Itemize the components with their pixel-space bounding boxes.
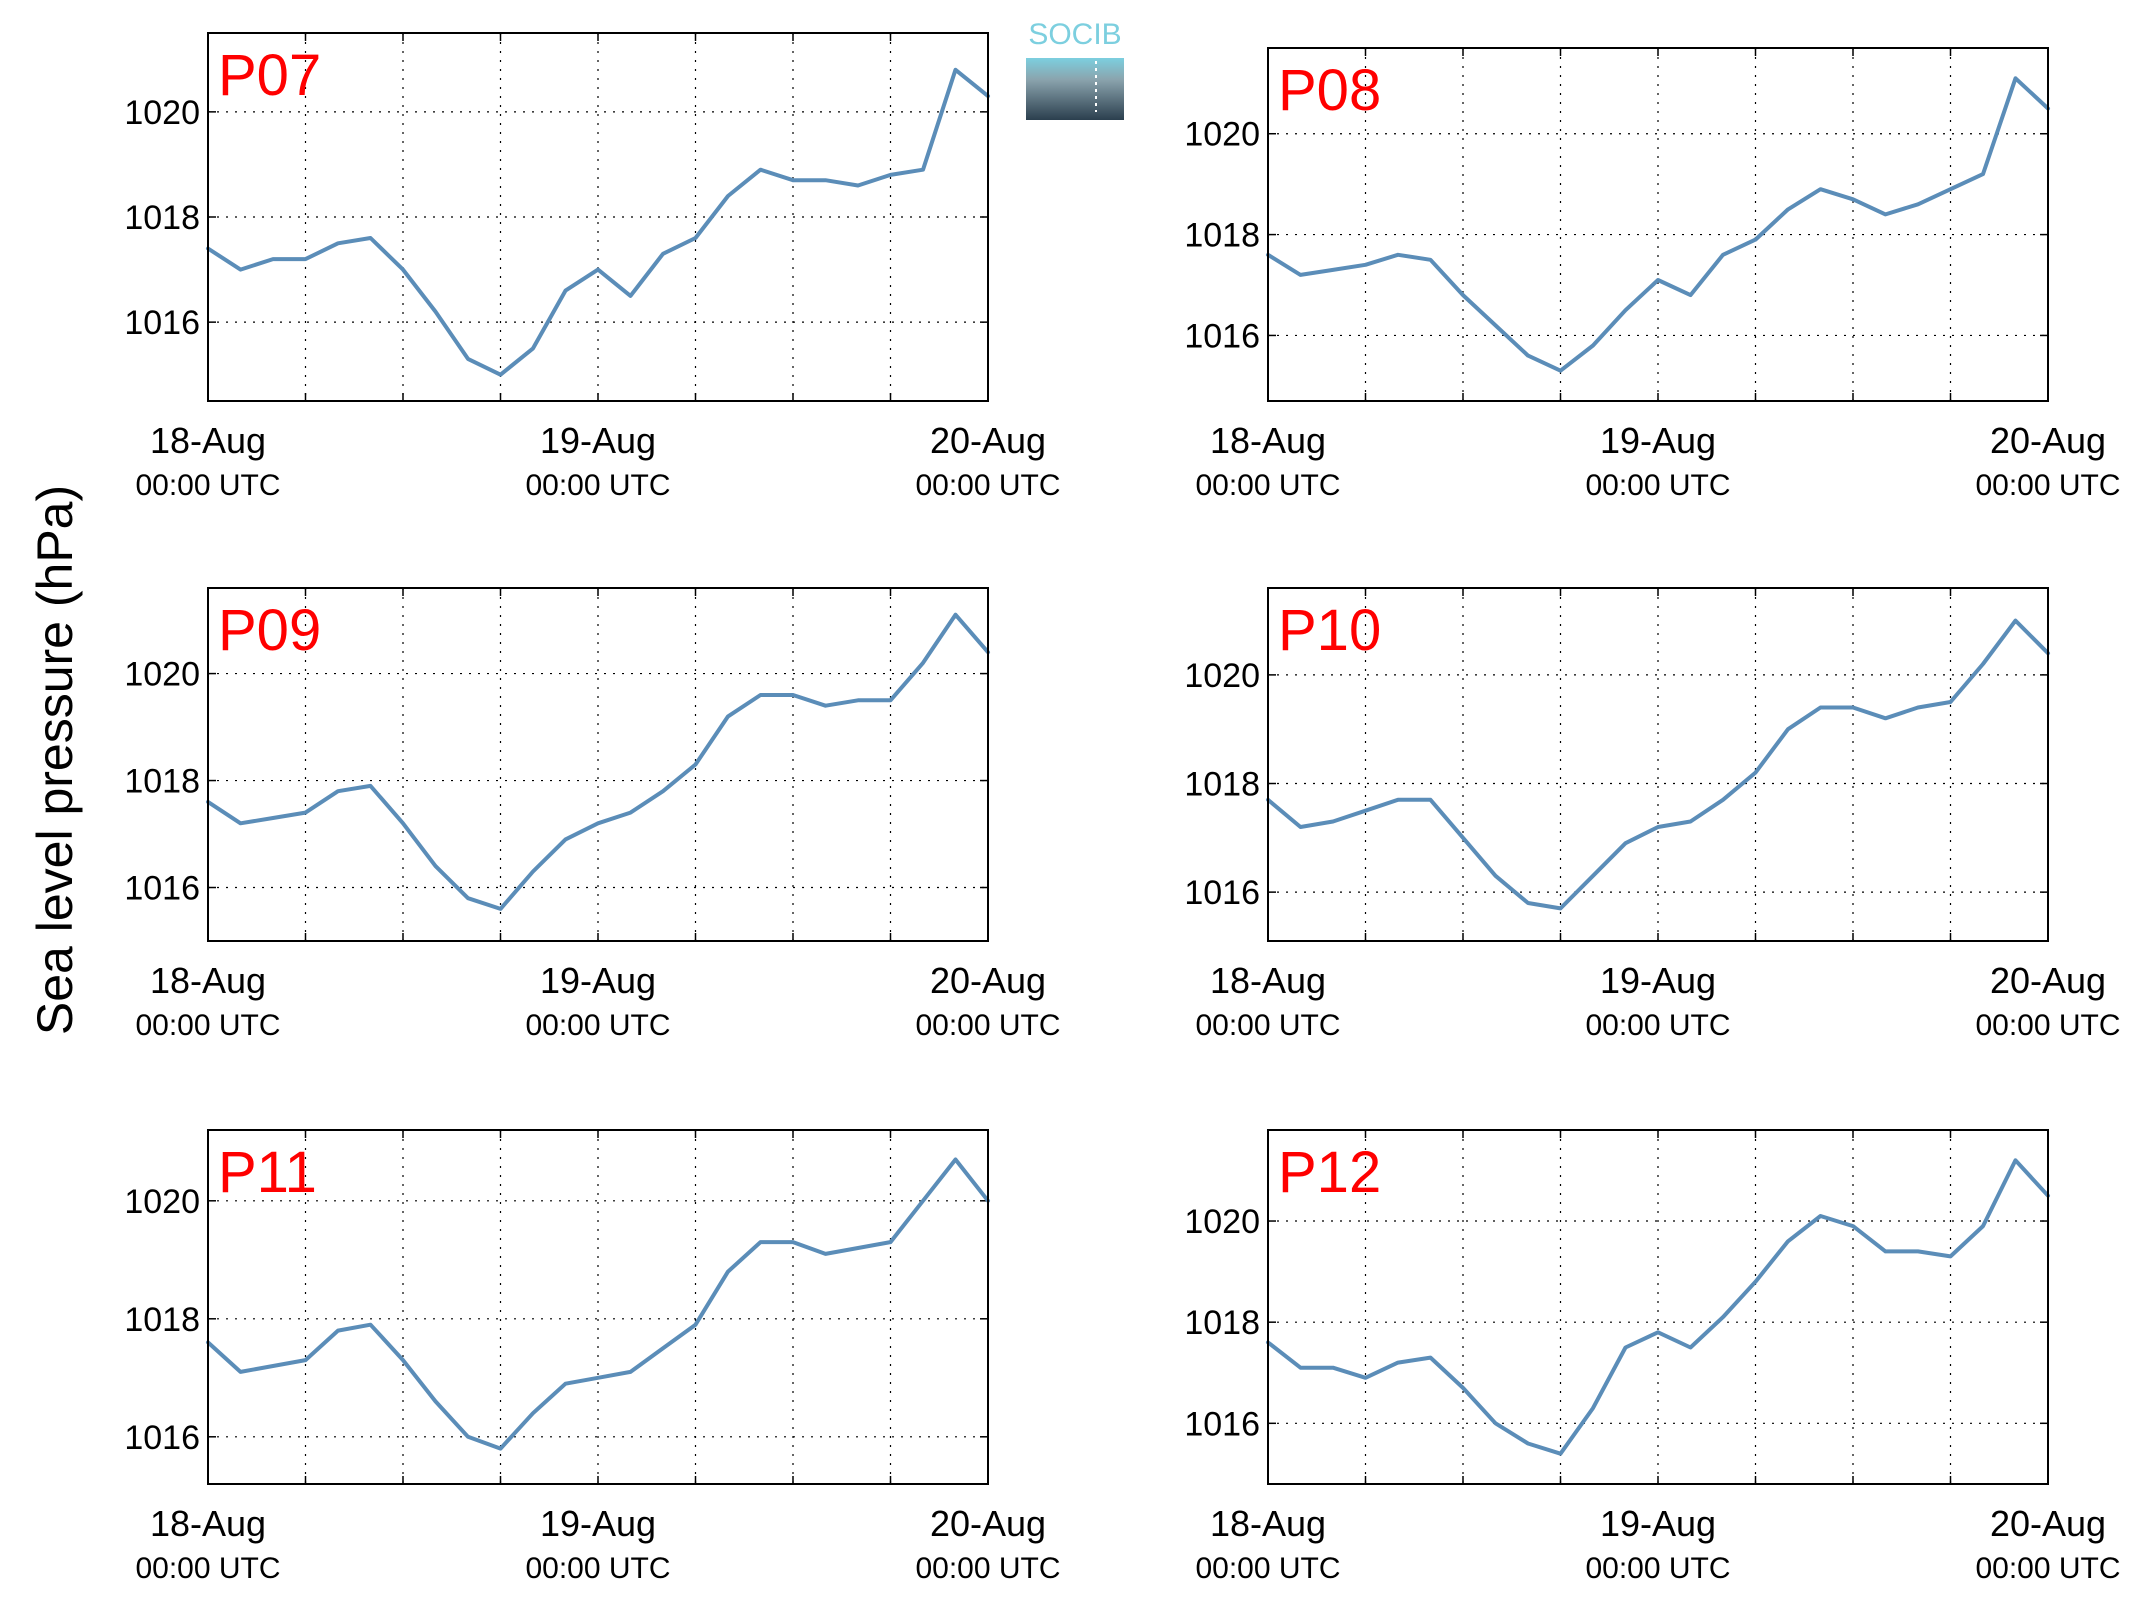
y-tick-label: 1018 [1184, 1304, 1260, 1342]
panel-label: P12 [1278, 1140, 1381, 1205]
x-tick-label-date: 18-Aug [150, 1503, 266, 1544]
axes-frame [207, 32, 989, 402]
x-tick-label-time: 00:00 UTC [915, 1009, 1060, 1042]
pressure-series-line [1266, 618, 2050, 911]
axes-frame [207, 587, 989, 942]
y-tick-label: 1016 [1184, 317, 1260, 355]
figure-y-axis-label: Sea level pressure (hPa) [27, 485, 83, 1035]
x-tick-label-date: 18-Aug [150, 420, 266, 461]
x-tick-label-time: 00:00 UTC [135, 469, 280, 502]
panel-p08: 1016 1018 1020 18-Aug 00:00 UTC 19-Aug 00:00 U… [1184, 47, 2121, 502]
panel-p11: 1016 1018 1020 18-Aug 00:00 UTC 19-Aug 00:00 U… [124, 1129, 1061, 1585]
x-tick-label-time: 00:00 UTC [525, 469, 670, 502]
x-tick-label-time: 00:00 UTC [915, 469, 1060, 502]
y-tick-label: 1020 [1184, 657, 1260, 695]
x-tick-label-time: 00:00 UTC [1585, 469, 1730, 502]
panel-p12: 1016 1018 1020 18-Aug 00:00 UTC 19-Aug 00:00 U… [1184, 1129, 2121, 1585]
x-tick-label-date: 19-Aug [1600, 1503, 1716, 1544]
x-tick-label-date: 19-Aug [540, 420, 656, 461]
y-tick-label: 1016 [1184, 874, 1260, 912]
y-tick-label: 1018 [1184, 217, 1260, 255]
x-tick-label-time: 00:00 UTC [135, 1009, 280, 1042]
y-tick-label: 1016 [124, 1419, 200, 1457]
logo-text: SOCIB [1028, 18, 1121, 51]
pressure-series-line [1266, 1158, 2050, 1456]
pressure-series-line [1266, 76, 2050, 373]
y-tick-label: 1020 [124, 656, 200, 694]
x-tick-label-date: 19-Aug [1600, 960, 1716, 1001]
pressure-series-line [206, 612, 990, 911]
x-tick-label-date: 20-Aug [1990, 960, 2106, 1001]
panel-label: P10 [1278, 598, 1381, 663]
axes-frame [207, 1129, 989, 1485]
x-tick-label-time: 00:00 UTC [1975, 469, 2120, 502]
x-tick-label-date: 20-Aug [1990, 1503, 2106, 1544]
panel-label: P11 [218, 1140, 317, 1205]
panel-p10: 1016 1018 1020 18-Aug 00:00 UTC 19-Aug 00:00 U… [1184, 587, 2121, 1042]
x-tick-label-time: 00:00 UTC [1585, 1552, 1730, 1585]
socib-logo: SOCIB [1026, 18, 1124, 120]
panel-label: P08 [1278, 58, 1381, 123]
x-tick-label-time: 00:00 UTC [1975, 1552, 2120, 1585]
y-tick-label: 1020 [1184, 116, 1260, 154]
panel-label: P09 [218, 598, 321, 663]
x-tick-label-time: 00:00 UTC [1195, 1009, 1340, 1042]
x-tick-label-date: 18-Aug [150, 960, 266, 1001]
x-tick-label-date: 20-Aug [930, 1503, 1046, 1544]
x-tick-label-date: 20-Aug [930, 960, 1046, 1001]
x-tick-label-date: 18-Aug [1210, 960, 1326, 1001]
axes-frame [1267, 587, 2049, 942]
x-tick-label-time: 00:00 UTC [915, 1552, 1060, 1585]
y-tick-label: 1020 [124, 1183, 200, 1221]
axes-frame [1267, 1129, 2049, 1485]
y-tick-label: 1018 [1184, 766, 1260, 804]
pressure-series-line [206, 67, 990, 377]
x-tick-label-time: 00:00 UTC [1195, 469, 1340, 502]
panel-p07: 1016 1018 1020 18-Aug 00:00 UTC 19-Aug 00:00 U… [124, 32, 1061, 502]
x-tick-label-time: 00:00 UTC [135, 1552, 280, 1585]
y-tick-label: 1020 [1184, 1203, 1260, 1241]
x-tick-label-date: 20-Aug [930, 420, 1046, 461]
y-tick-label: 1020 [124, 94, 200, 132]
x-tick-label-date: 18-Aug [1210, 1503, 1326, 1544]
x-tick-label-date: 19-Aug [1600, 420, 1716, 461]
y-tick-label: 1018 [124, 763, 200, 801]
y-tick-label: 1018 [124, 1301, 200, 1339]
x-tick-label-time: 00:00 UTC [525, 1009, 670, 1042]
x-tick-label-time: 00:00 UTC [525, 1552, 670, 1585]
y-tick-label: 1016 [124, 304, 200, 342]
x-tick-label-date: 19-Aug [540, 1503, 656, 1544]
panel-label: P07 [218, 43, 321, 108]
x-tick-label-time: 00:00 UTC [1975, 1009, 2120, 1042]
x-tick-label-date: 19-Aug [540, 960, 656, 1001]
chart-panels: 1016 1018 1020 18-Aug 00:00 UTC 19-Aug 00:00 U… [124, 32, 2121, 1585]
y-tick-label: 1018 [124, 199, 200, 237]
x-tick-label-time: 00:00 UTC [1195, 1552, 1340, 1585]
axes-frame [1267, 47, 2049, 402]
x-tick-label-date: 20-Aug [1990, 420, 2106, 461]
y-tick-label: 1016 [1184, 1405, 1260, 1443]
pressure-series-line [206, 1157, 990, 1451]
panel-p09: 1016 1018 1020 18-Aug 00:00 UTC 19-Aug 00:00 U… [124, 587, 1061, 1042]
x-tick-label-time: 00:00 UTC [1585, 1009, 1730, 1042]
logo-gradient-block [1026, 58, 1124, 120]
y-tick-label: 1016 [124, 870, 200, 908]
x-tick-label-date: 18-Aug [1210, 420, 1326, 461]
